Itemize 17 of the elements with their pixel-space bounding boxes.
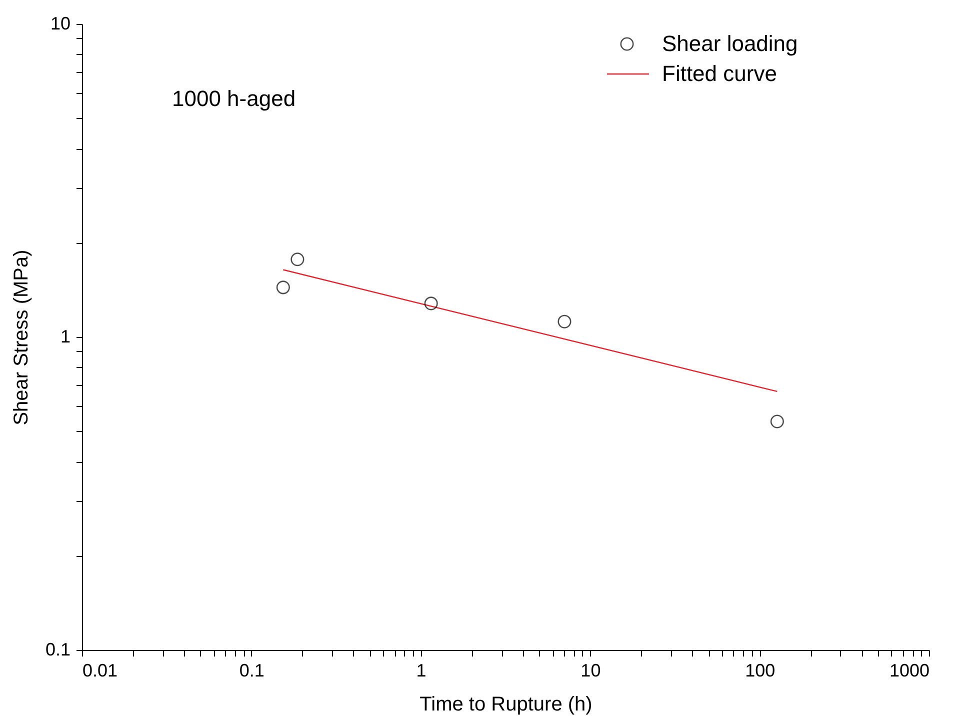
x-tick-label: 10 <box>580 660 601 680</box>
y-tick-label: 0.1 <box>45 640 70 660</box>
x-tick-label: 1 <box>416 660 426 680</box>
y-tick-label: 1 <box>60 326 70 346</box>
x-axis-title: Time to Rupture (h) <box>420 694 592 716</box>
y-tick-label: 10 <box>50 14 70 34</box>
y-axis-title: Shear Stress (MPa) <box>10 250 32 426</box>
point <box>424 296 438 310</box>
annotation: 1000 h-aged <box>172 86 296 111</box>
x-tick-label: 1000 <box>889 660 930 680</box>
x-tick-label: 0.01 <box>82 660 118 680</box>
point <box>558 314 572 328</box>
point <box>290 252 304 266</box>
legend-label: Fitted curve <box>662 61 777 86</box>
x-tick-label: 0.1 <box>239 660 264 680</box>
x-tick-label: 100 <box>745 660 776 680</box>
legend-label: Shear loading <box>662 31 798 56</box>
